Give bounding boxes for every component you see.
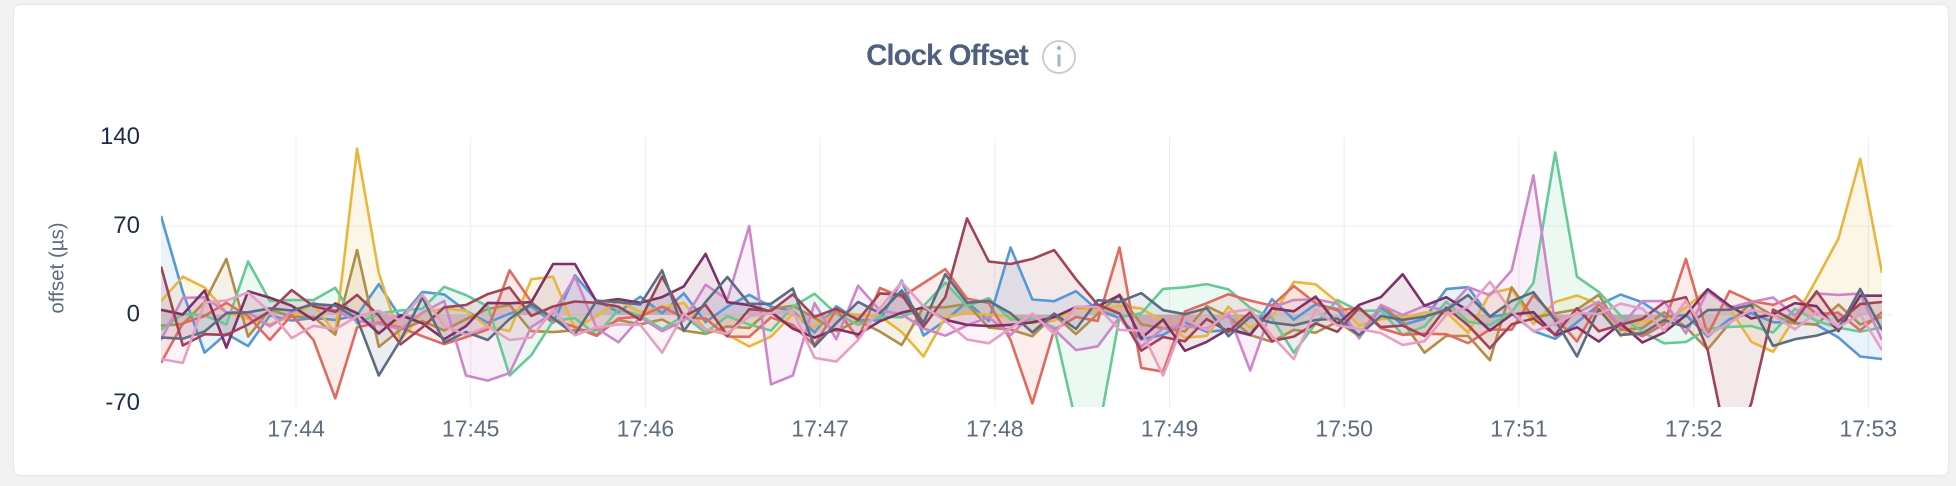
svg-text:17:51: 17:51: [1490, 415, 1548, 441]
svg-text:-70: -70: [105, 389, 140, 416]
svg-text:17:52: 17:52: [1665, 415, 1723, 441]
svg-text:17:53: 17:53: [1840, 415, 1898, 441]
svg-text:17:46: 17:46: [617, 415, 675, 441]
svg-text:17:47: 17:47: [791, 415, 849, 441]
svg-text:0: 0: [127, 301, 140, 328]
svg-text:70: 70: [113, 212, 140, 239]
svg-text:offset (µs): offset (µs): [46, 222, 69, 313]
svg-text:140: 140: [100, 123, 140, 150]
svg-text:17:45: 17:45: [442, 415, 500, 441]
svg-text:17:49: 17:49: [1141, 415, 1199, 441]
svg-text:17:50: 17:50: [1315, 415, 1373, 441]
svg-text:17:48: 17:48: [966, 415, 1024, 441]
svg-text:17:44: 17:44: [267, 415, 325, 441]
